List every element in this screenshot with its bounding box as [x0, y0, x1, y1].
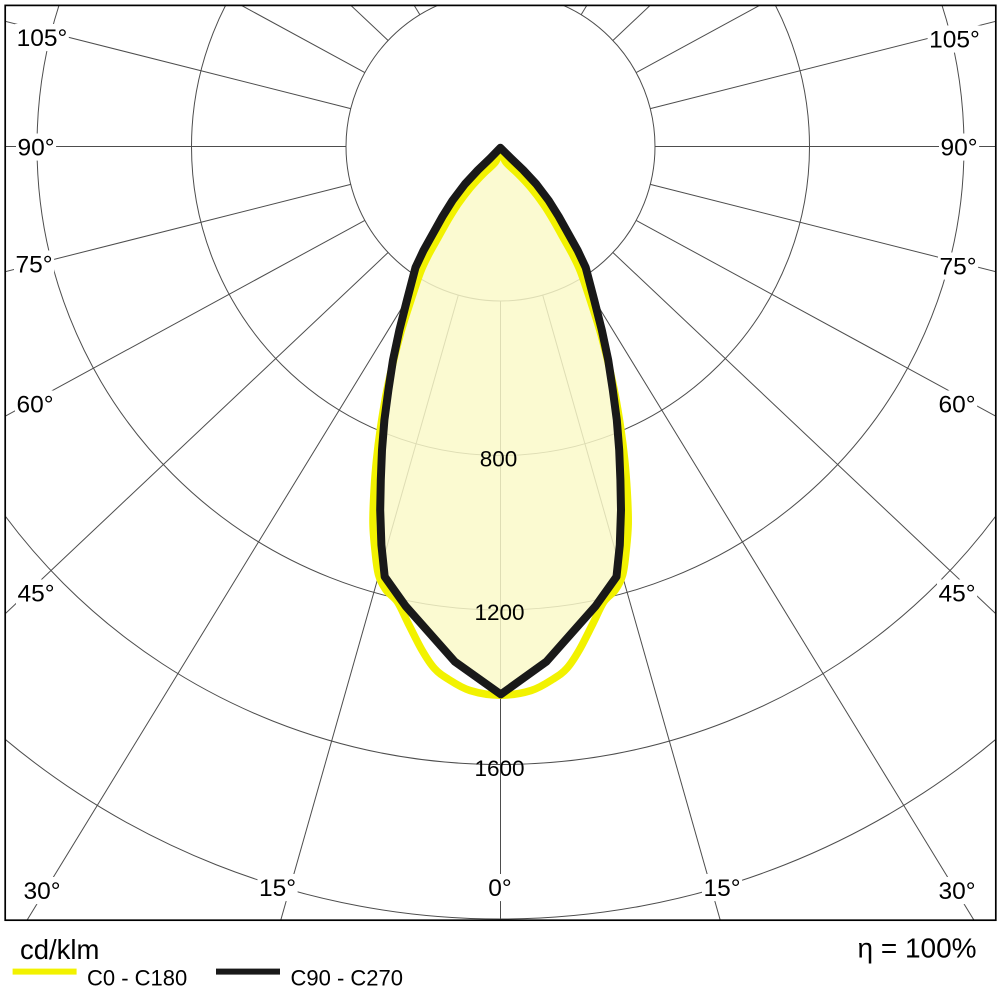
svg-text:15°: 15°	[703, 875, 740, 902]
svg-text:45°: 45°	[938, 581, 975, 608]
svg-text:1200: 1200	[474, 600, 524, 625]
svg-text:75°: 75°	[15, 252, 52, 279]
svg-text:90°: 90°	[940, 135, 977, 162]
svg-text:cd/klm: cd/klm	[20, 934, 99, 965]
svg-text:60°: 60°	[16, 392, 53, 419]
svg-text:1600: 1600	[474, 756, 524, 781]
svg-text:C0 - C180: C0 - C180	[87, 966, 187, 991]
svg-text:0°: 0°	[488, 875, 511, 902]
svg-text:30°: 30°	[23, 878, 60, 905]
svg-text:C90 - C270: C90 - C270	[291, 966, 404, 991]
svg-text:105°: 105°	[17, 25, 68, 52]
svg-text:60°: 60°	[938, 392, 975, 419]
svg-text:30°: 30°	[938, 878, 975, 905]
svg-text:90°: 90°	[17, 135, 54, 162]
svg-text:800: 800	[480, 447, 518, 472]
svg-text:105°: 105°	[929, 27, 980, 54]
svg-text:15°: 15°	[259, 875, 296, 902]
svg-text:η = 100%: η = 100%	[857, 933, 976, 964]
svg-text:45°: 45°	[17, 581, 54, 608]
svg-text:75°: 75°	[939, 254, 976, 281]
